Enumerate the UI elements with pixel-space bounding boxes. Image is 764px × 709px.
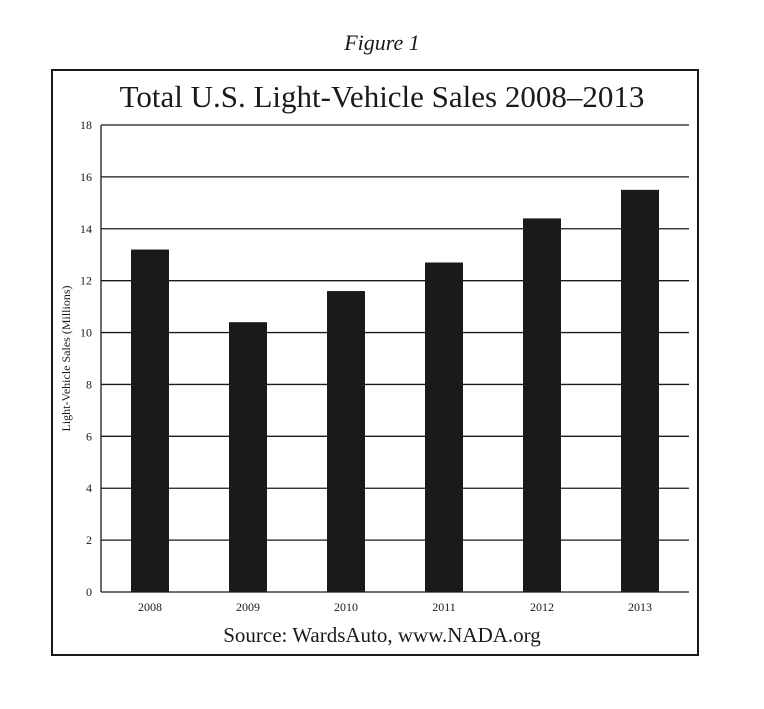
bar (523, 218, 561, 592)
chart-frame (51, 69, 699, 656)
y-tick-label: 4 (86, 481, 92, 495)
y-tick-label: 0 (86, 585, 92, 599)
source-note: Source: WardsAuto, www.NADA.org (223, 623, 541, 647)
x-tick-label: 2012 (530, 600, 554, 614)
y-tick-label: 18 (80, 118, 92, 132)
y-tick-label: 14 (80, 222, 92, 236)
bar (425, 262, 463, 592)
x-tick-label: 2009 (236, 600, 260, 614)
y-axis-label: Light-Vehicle Sales (Millions) (59, 286, 73, 432)
bar (131, 249, 169, 593)
x-tick-label: 2011 (432, 600, 456, 614)
bar (621, 189, 659, 592)
y-tick-label: 2 (86, 533, 92, 547)
y-tick-label: 10 (80, 326, 92, 340)
figure-label: Figure 1 (344, 30, 420, 55)
bar (229, 322, 267, 592)
x-tick-label: 2010 (334, 600, 358, 614)
y-tick-label: 6 (86, 429, 92, 443)
y-tick-label: 8 (86, 377, 92, 391)
y-tick-label: 12 (80, 274, 92, 288)
y-tick-label: 16 (80, 170, 92, 184)
x-tick-label: 2013 (628, 600, 652, 614)
bar (327, 291, 365, 592)
x-tick-label: 2008 (138, 600, 162, 614)
chart-title: Total U.S. Light-Vehicle Sales 2008–2013 (119, 79, 645, 114)
